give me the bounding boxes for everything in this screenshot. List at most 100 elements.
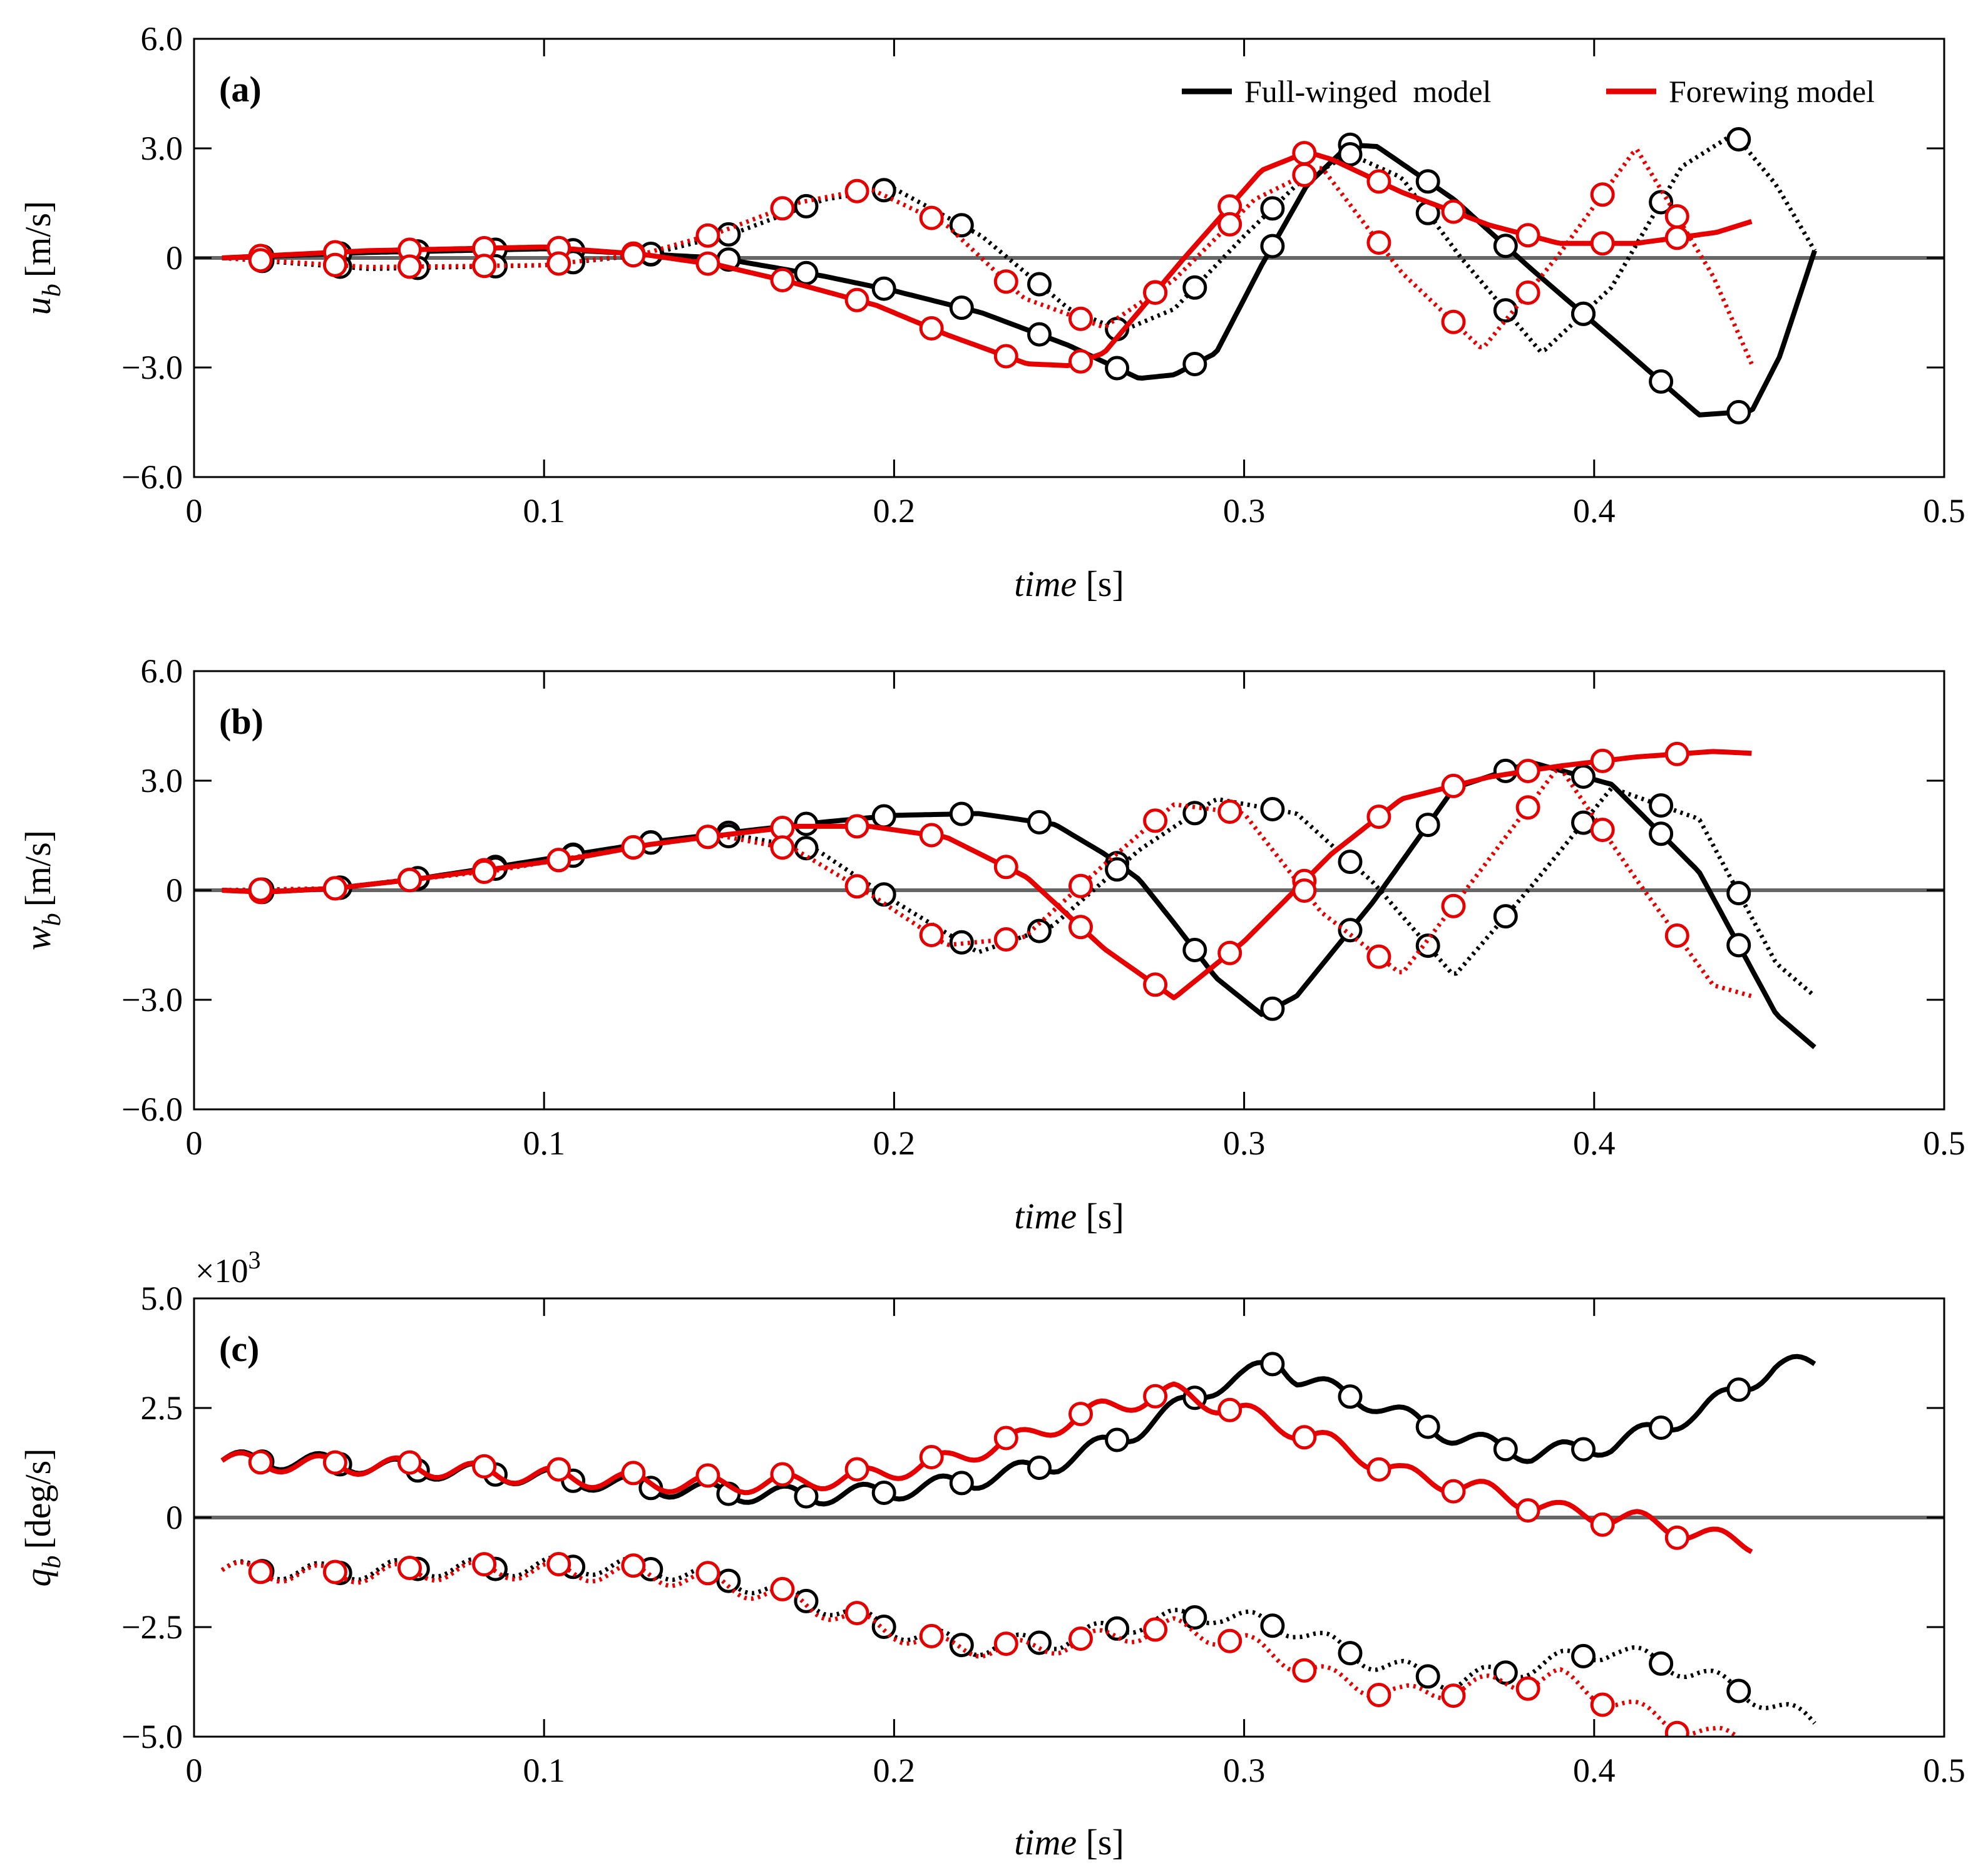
- marker-b-3: [472, 860, 497, 884]
- series-c-1-full-dotted: [220, 1555, 1816, 1725]
- marker-c-3: [993, 1631, 1018, 1657]
- marker-c-3: [1068, 1626, 1093, 1651]
- legend: Full-winged model Forewing model: [1182, 74, 1875, 109]
- x-tick-label-c: 0.4: [1573, 1752, 1616, 1789]
- legend-label-fore: Forewing model: [1669, 74, 1875, 109]
- marker-a-2: [770, 267, 795, 292]
- x-tick-label-c: 0: [186, 1752, 203, 1789]
- x-axis-label-a: time [s]: [1014, 563, 1124, 604]
- marker-c-0: [794, 1484, 819, 1509]
- marker-b-3: [1664, 923, 1689, 948]
- x-tick-label-b: 0.4: [1573, 1124, 1616, 1162]
- y-tick-label-c: −2.5: [121, 1608, 183, 1646]
- marker-a-0: [1415, 169, 1440, 194]
- marker-a-3: [1217, 212, 1242, 237]
- marker-c-2: [993, 1426, 1018, 1451]
- marker-b-2: [1664, 741, 1689, 766]
- marker-c-3: [621, 1553, 646, 1578]
- marker-c-3: [1366, 1683, 1391, 1707]
- marker-c-1: [949, 1633, 974, 1658]
- marker-a-0: [1182, 352, 1207, 376]
- marker-b-2: [1515, 759, 1540, 783]
- marker-c-3: [1292, 1658, 1317, 1683]
- marker-c-2: [1143, 1384, 1168, 1409]
- marker-a-0: [1027, 322, 1052, 347]
- y-tick-label-a: −3.0: [121, 349, 183, 386]
- marker-c-3: [1515, 1676, 1540, 1701]
- marker-b-3: [248, 877, 273, 902]
- marker-b-0: [1182, 938, 1207, 962]
- marker-a-1: [1571, 301, 1596, 326]
- marker-b-3: [770, 835, 795, 860]
- marker-a-1: [1726, 127, 1751, 152]
- marker-b-0: [1571, 764, 1596, 789]
- marker-b-0: [1726, 933, 1751, 958]
- marker-b-1: [1338, 850, 1363, 875]
- marker-c-1: [1338, 1641, 1363, 1666]
- marker-a-2: [993, 344, 1018, 369]
- marker-c-0: [871, 1481, 896, 1505]
- marker-b-0: [1027, 809, 1052, 835]
- marker-c-2: [1292, 1425, 1317, 1450]
- marker-c-1: [871, 1615, 896, 1639]
- marker-c-1: [1415, 1664, 1440, 1689]
- marker-c-1: [1649, 1651, 1674, 1676]
- y-tick-label-b: −3.0: [121, 981, 183, 1019]
- marker-c-3: [695, 1561, 720, 1586]
- marker-a-3: [322, 252, 347, 277]
- series-lines-b: [222, 741, 1816, 1049]
- marker-c-3: [248, 1559, 273, 1585]
- marker-b-2: [1366, 804, 1391, 830]
- x-tick-label-c: 0.1: [523, 1752, 565, 1789]
- marker-a-2: [1068, 349, 1093, 374]
- marker-c-1: [1571, 1643, 1596, 1668]
- marker-b-2: [993, 855, 1018, 880]
- plot-area-c: 0 0.1 0.2 0.3 0.4 0.5 −5.0 −2.5 0 2.5 5.0: [121, 1280, 1965, 1789]
- panel-a: 0 0.1 0.2 0.3 0.4 0.5 −6.0 −3.0 0 3.0 6.0 (a) time…: [18, 20, 1965, 604]
- x-tick-label-c: 0.3: [1223, 1752, 1266, 1789]
- marker-c-3: [546, 1552, 571, 1576]
- marker-c-0: [1105, 1427, 1130, 1452]
- marker-b-2: [844, 814, 869, 839]
- marker-c-3: [844, 1601, 869, 1626]
- marker-a-3: [1590, 182, 1615, 207]
- marker-c-0: [1338, 1384, 1363, 1409]
- marker-b-1: [1493, 904, 1518, 929]
- marker-c-3: [472, 1552, 497, 1577]
- marker-c-2: [621, 1461, 646, 1486]
- marker-b-1: [1260, 797, 1285, 821]
- x-axis-label-c: time [s]: [1014, 1822, 1124, 1862]
- marker-a-3: [695, 223, 720, 248]
- panel-c: 0 0.1 0.2 0.3 0.4 0.5 −5.0 −2.5 0 2.5 5.0 (c) ×103…: [18, 1246, 1965, 1862]
- marker-c-1: [1726, 1678, 1751, 1703]
- x-tick-label-b: 0.5: [1923, 1124, 1965, 1162]
- marker-a-1: [1338, 142, 1363, 167]
- marker-c-0: [1027, 1456, 1052, 1480]
- series-b-1-full-dotted: [222, 786, 1816, 998]
- marker-c-3: [1664, 1720, 1689, 1737]
- marker-b-1: [871, 882, 896, 907]
- marker-a-3: [472, 254, 497, 279]
- marker-b-1: [1726, 881, 1751, 906]
- marker-c-0: [1260, 1352, 1285, 1377]
- marker-b-1: [1649, 793, 1674, 818]
- marker-b-3: [844, 874, 869, 899]
- marker-a-3: [1515, 280, 1540, 305]
- x-tick-label-a: 0.1: [523, 492, 565, 530]
- x-tick-label-c: 0.5: [1923, 1752, 1965, 1789]
- marker-b-3: [1292, 878, 1317, 903]
- marker-c-0: [949, 1471, 974, 1496]
- marker-c-0: [1726, 1377, 1751, 1402]
- y-tick-label-b: 3.0: [141, 762, 183, 799]
- marker-a-2: [1590, 231, 1615, 256]
- x-tick-label-a: 0.2: [873, 492, 916, 530]
- marker-c-1: [1493, 1660, 1518, 1685]
- panel-tag-b: (b): [219, 701, 264, 742]
- y-tick-label-c: 2.5: [141, 1389, 183, 1427]
- marker-a-1: [794, 193, 819, 218]
- marker-a-3: [397, 254, 422, 279]
- marker-c-2: [472, 1454, 497, 1479]
- marker-c-2: [1590, 1512, 1615, 1537]
- marker-a-1: [949, 213, 974, 238]
- series-lines-c: [220, 1352, 1816, 1737]
